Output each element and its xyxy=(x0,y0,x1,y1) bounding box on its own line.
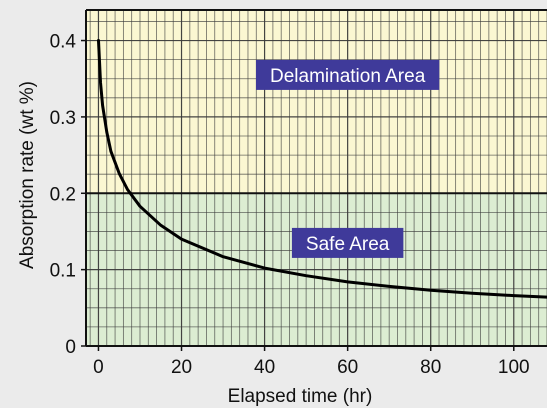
y-tick-label-4: 0.4 xyxy=(50,32,77,53)
axis-layer xyxy=(81,9,547,351)
zone-background-0 xyxy=(86,10,547,194)
x-tick-label-4: 80 xyxy=(420,357,441,378)
y-tick-label-0: 0 xyxy=(65,337,76,358)
tick-labels-layer: 0 0.1 0.2 0.3 0.4 0 20 40 60 80 100 xyxy=(50,32,530,378)
x-tick-label-0: 0 xyxy=(93,357,104,378)
zone-label-box-1 xyxy=(291,227,404,258)
x-tick-label-1: 20 xyxy=(171,357,192,378)
zone-label-box-0 xyxy=(256,59,440,90)
series-layer xyxy=(97,39,547,299)
x-tick-label-2: 40 xyxy=(254,357,275,378)
y-tick-label-1: 0.1 xyxy=(50,261,76,282)
zone-label-1: Safe Area xyxy=(306,234,390,255)
zone-label-layer: Delamination Area Safe Area xyxy=(256,59,440,258)
x-tick-label-3: 60 xyxy=(337,357,358,378)
absorption-curve-0 xyxy=(97,39,547,299)
grid-layer xyxy=(86,10,547,347)
y-tick-label-3: 0.3 xyxy=(50,108,76,129)
y-tick-label-2: 0.2 xyxy=(50,184,76,205)
y-axis-title: Absorption rate (wt %) xyxy=(17,81,38,269)
zone-label-0: Delamination Area xyxy=(270,66,426,87)
x-tick-label-5: 100 xyxy=(498,357,530,378)
x-axis-title: Elapsed time (hr) xyxy=(228,386,373,407)
